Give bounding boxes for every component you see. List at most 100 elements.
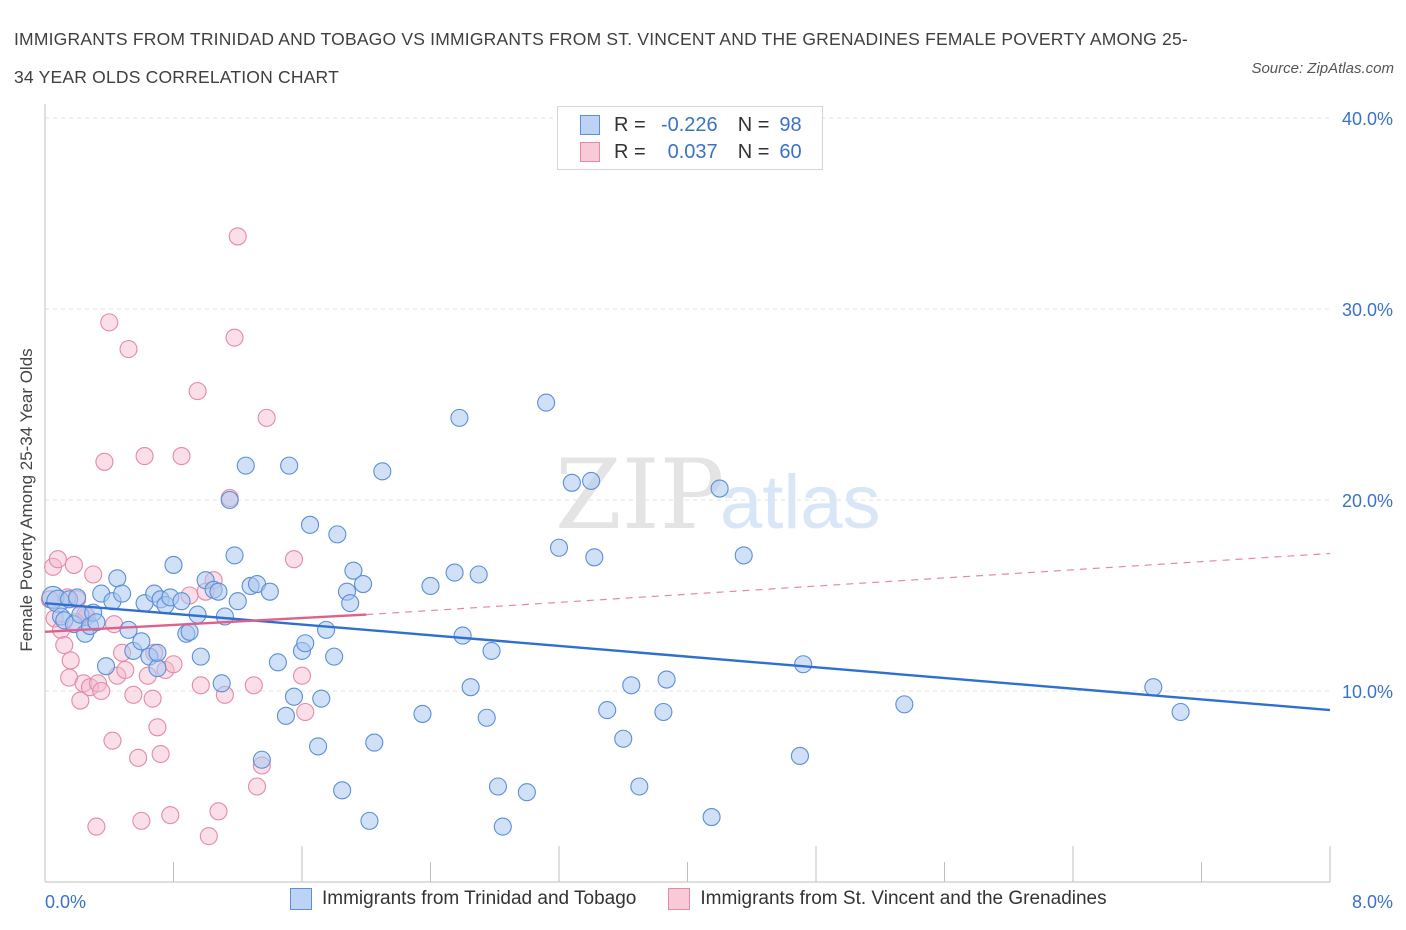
stvincent-point [92,681,111,701]
stvincent-point [148,718,167,737]
stvincent-point [55,636,74,655]
stvincent-point [71,691,90,710]
trinidad-point [450,408,469,427]
trinidad-point [148,643,167,662]
stvincent-point [64,555,83,574]
series-swatch-blue [290,888,312,910]
trinidad-point [562,473,581,492]
legend-row-trinidad: R = -0.226 N = 98 [580,111,802,139]
trinidad-point [191,647,210,666]
stvincent-point [95,452,114,471]
trinidad-point [328,525,347,544]
trinidad-point [477,708,496,727]
legend-n-value: 60 [779,140,802,163]
trinidad-point [445,563,464,582]
stvincent-point [135,447,154,466]
trinidad-point [296,634,315,653]
trinidad-point [212,674,231,693]
stvincent-point [100,313,119,332]
trinidad-point [614,729,633,748]
trinidad-point [260,582,279,601]
trinidad-point [300,515,320,534]
legend-r-value: 0.037 [667,140,718,163]
trinidad-trend-line [44,601,1331,712]
stvincent-point [161,806,180,825]
trinidad-point [710,479,729,498]
stvincent-point [257,408,276,427]
trinidad-point [276,706,295,725]
trinidad-point [790,746,809,765]
trinidad-point [373,462,392,481]
stvincent-point [103,731,122,750]
stvincent-point [61,651,80,670]
trinidad-point [344,561,363,580]
series-legend-item-trinidad: Immigrants from Trinidad and Tobago [290,888,636,910]
trinidad-point [164,555,183,574]
stvincent-trend-extension [366,552,1331,616]
trinidad-point [794,655,813,674]
trinidad-point [252,750,271,769]
source-label: Source: ZipAtlas.com [1251,60,1394,77]
stvincent-point [172,447,191,466]
y-tick-label: 30.0% [1342,300,1393,320]
watermark-zip: ZIP [555,439,724,551]
trinidad-point [333,781,352,800]
trinidad-point [280,456,299,475]
series-legend: Immigrants from Trinidad and Tobago Immi… [290,888,1139,910]
stvincent-point [292,666,312,685]
trinidad-point [461,678,480,697]
trinidad-point [413,704,432,723]
stvincent-point [199,827,218,846]
stvincent-point [48,550,67,569]
trinidad-point [341,594,360,613]
trinidad-point [585,548,604,567]
trinidad-point [549,538,569,557]
trinidad-point [360,811,379,830]
stvincent-point [284,550,304,569]
series-swatch-pink [668,888,691,910]
trinidad-point [657,670,676,689]
stvincent-point [151,744,170,764]
trinidad-point [268,653,287,672]
trinidad-point [1144,678,1163,697]
trinidad-point [172,592,191,611]
legend-swatch-blue [580,115,600,135]
trinidad-point [453,626,472,645]
trinidad-point [68,588,87,607]
legend-r-label: R = [614,140,646,163]
trinidad-point [209,582,228,601]
trinidad-point [598,701,617,720]
trinidad-point [353,574,373,594]
stvincent-point [132,811,151,830]
x-tick-label: 0.0% [45,892,86,912]
trinidad-point [582,471,601,490]
stvincent-point [228,227,247,246]
y-tick-label: 10.0% [1342,682,1393,702]
trinidad-point [702,808,721,827]
trinidad-point [317,620,336,639]
trinidad-point [132,632,151,651]
trinidad-point [365,733,384,752]
stvincent-point [143,689,162,708]
trinidad-point [622,676,641,695]
stvincent-point [209,802,228,821]
trinidad-point [517,783,536,802]
legend-n-label: N = [737,140,770,163]
stvincent-point [188,382,207,401]
legend-n-label: N = [737,113,770,136]
stvincent-point [244,676,263,695]
trinidad-point [469,565,488,584]
series-legend-label: Immigrants from Trinidad and Tobago [322,888,637,909]
trinidad-point [488,777,508,796]
stvincent-point [116,660,135,680]
trinidad-point [236,456,255,475]
series-legend-item-stvincent: Immigrants from St. Vincent and the Gren… [668,888,1107,910]
watermark-atlas: atlas [720,460,881,545]
trinidad-point [895,695,914,714]
legend-row-stvincent: R = 0.037 N = 60 [580,138,802,166]
trinidad-point [312,689,331,708]
x-tick-label: 8.0% [1352,892,1393,912]
trinidad-point [119,620,138,639]
stvincent-point [191,676,210,695]
stvincent-point [84,565,103,584]
